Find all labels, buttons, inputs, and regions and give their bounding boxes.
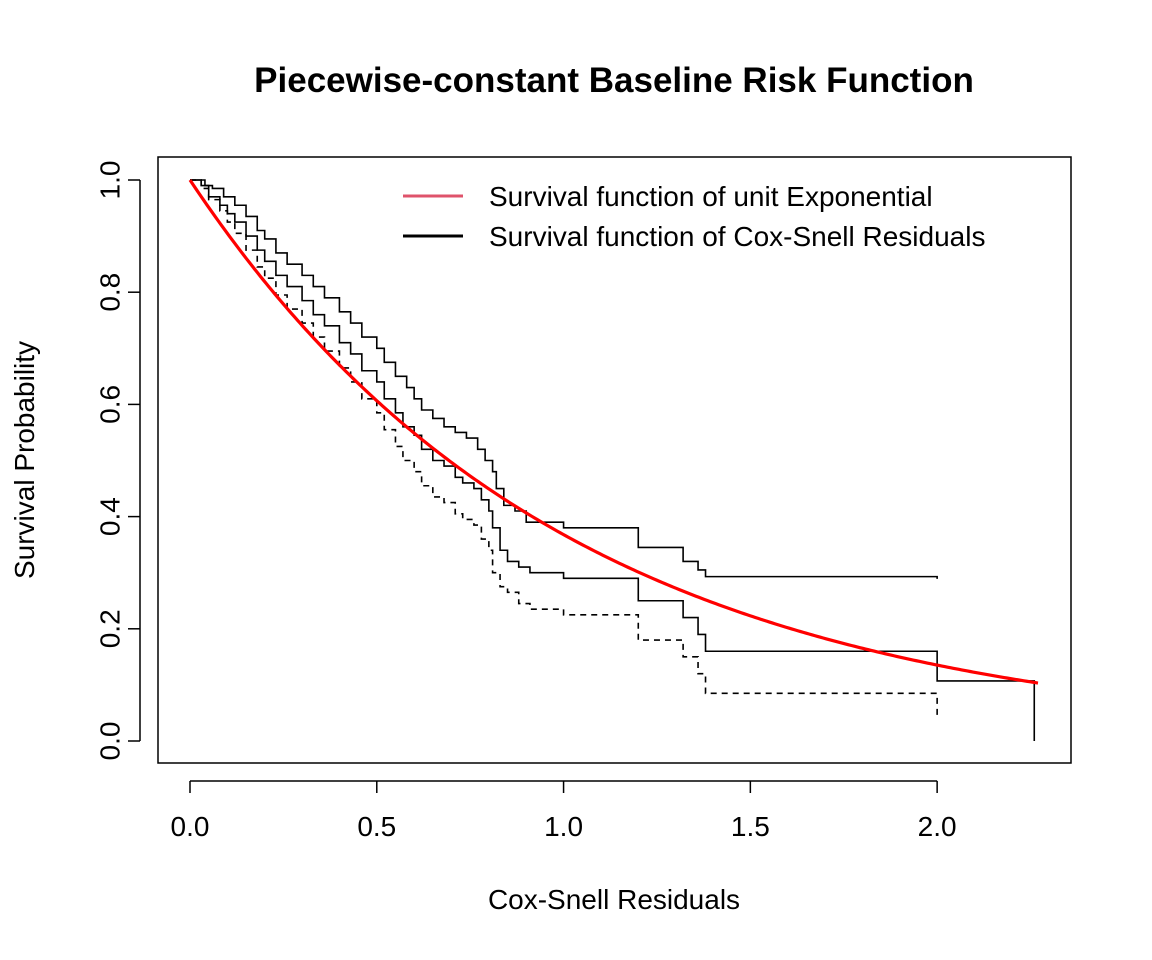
chart-title: Piecewise-constant Baseline Risk Functio… xyxy=(254,61,974,100)
x-tick-label: 1.0 xyxy=(544,811,583,842)
y-tick-label: 1.0 xyxy=(95,161,126,200)
series-layer xyxy=(188,179,1039,741)
x-axis-label: Cox-Snell Residuals xyxy=(488,884,740,915)
legend: Survival function of unit Exponential Su… xyxy=(403,181,985,252)
legend-label-cox-snell: Survival function of Cox-Snell Residuals xyxy=(489,221,985,252)
y-tick-label: 0.8 xyxy=(95,273,126,312)
x-tick-label: 0.0 xyxy=(171,811,210,842)
exponential-survival-curve xyxy=(188,179,1039,685)
x-axis: 0.0 0.5 1.0 1.5 2.0 xyxy=(171,780,957,842)
lower-bound-step-curve xyxy=(190,179,938,719)
y-tick-label: 0.4 xyxy=(95,497,126,536)
y-tick-label: 0.2 xyxy=(95,609,126,648)
x-tick-label: 0.5 xyxy=(357,811,396,842)
x-tick-label: 1.5 xyxy=(731,811,770,842)
y-axis: 0.0 0.2 0.4 0.6 0.8 1.0 xyxy=(95,161,141,761)
y-tick-label: 0.6 xyxy=(95,385,126,424)
legend-label-exponential: Survival function of unit Exponential xyxy=(489,181,933,212)
y-axis-label: Survival Probability xyxy=(9,341,40,579)
y-tick-label: 0.0 xyxy=(95,722,126,761)
plot-frame xyxy=(157,156,1072,764)
cox-snell-survival-step-curve xyxy=(190,179,1036,741)
x-tick-label: 2.0 xyxy=(918,811,957,842)
